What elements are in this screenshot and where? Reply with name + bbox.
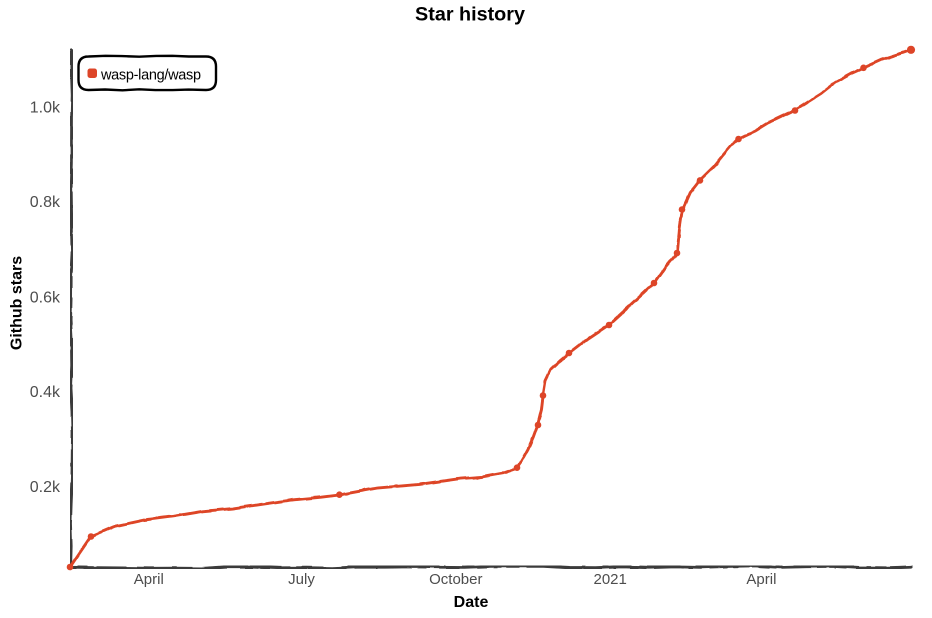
svg-text:October: October [429,571,482,588]
svg-text:Star history: Star history [415,4,525,26]
svg-text:0.8k: 0.8k [30,194,61,211]
svg-text:July: July [288,571,315,588]
svg-text:April: April [134,571,164,588]
svg-text:Date: Date [454,594,489,611]
svg-text:wasp-lang/wasp: wasp-lang/wasp [100,68,201,84]
svg-text:0.4k: 0.4k [30,384,61,401]
svg-text:0.6k: 0.6k [30,289,61,306]
svg-text:Github stars: Github stars [9,256,26,350]
svg-text:1.0k: 1.0k [30,100,61,117]
svg-text:April: April [746,571,776,588]
svg-text:2021: 2021 [594,571,627,588]
svg-text:0.2k: 0.2k [30,479,61,496]
